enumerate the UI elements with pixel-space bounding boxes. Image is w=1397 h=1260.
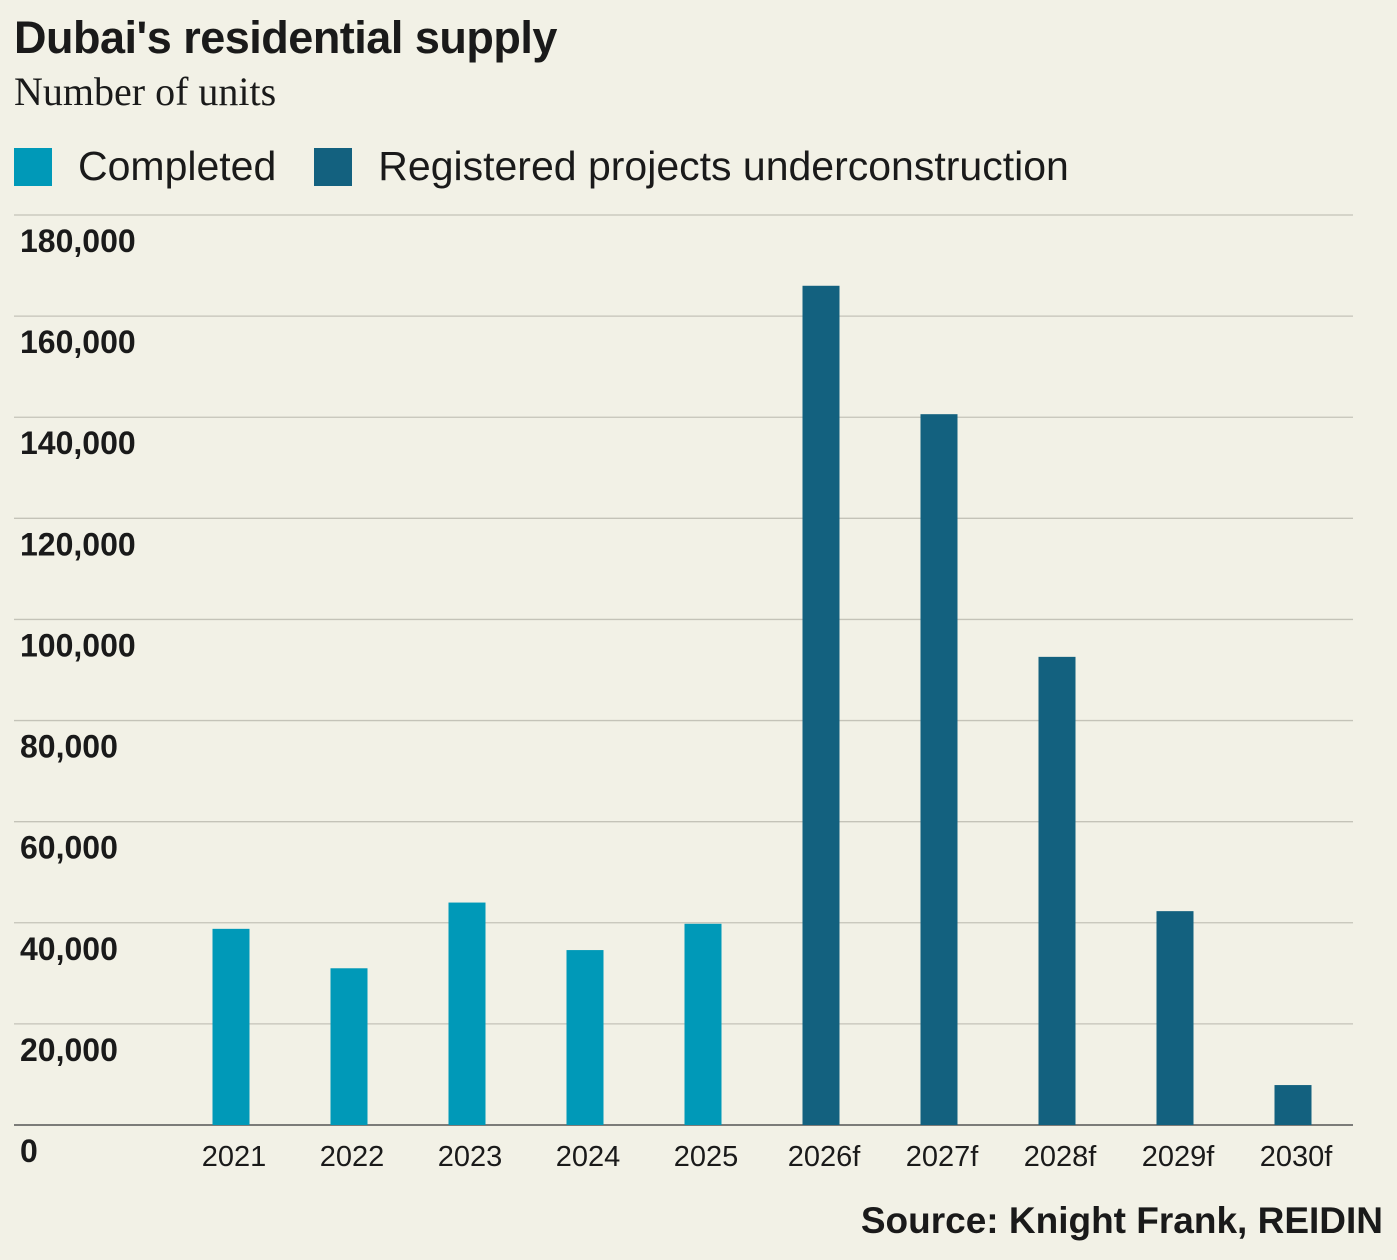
x-tick-label: 2022 bbox=[320, 1141, 385, 1173]
legend-swatch-under-construction bbox=[314, 147, 353, 186]
x-tick-label: 2029f bbox=[1142, 1141, 1216, 1173]
y-tick-label: 140,000 bbox=[20, 425, 136, 461]
legend-item-completed: Completed bbox=[14, 143, 276, 190]
bar-2024 bbox=[566, 950, 604, 1125]
y-tick-label: 60,000 bbox=[20, 830, 118, 866]
x-tick-label: 2027f bbox=[906, 1141, 980, 1173]
legend-item-under-construction: Registered projects underconstruction bbox=[314, 143, 1069, 190]
y-tick-label: 100,000 bbox=[20, 627, 136, 663]
x-tick-label: 2023 bbox=[438, 1141, 503, 1173]
legend-label-completed: Completed bbox=[78, 143, 277, 189]
x-tick-label: 2025 bbox=[674, 1141, 739, 1173]
legend-label-under-construction: Registered projects underconstruction bbox=[378, 143, 1069, 189]
y-tick-label: 160,000 bbox=[20, 324, 136, 360]
legend: Completed Registered projects underconst… bbox=[14, 143, 1107, 190]
y-tick-label: 40,000 bbox=[20, 931, 118, 967]
bar-2023 bbox=[448, 902, 486, 1125]
x-tick-label: 2021 bbox=[202, 1141, 267, 1173]
x-tick-label: 2030f bbox=[1260, 1141, 1334, 1173]
bar-2027f bbox=[920, 414, 958, 1125]
bar-2025 bbox=[684, 923, 722, 1125]
y-tick-label: 80,000 bbox=[20, 729, 118, 765]
legend-swatch-completed bbox=[14, 147, 52, 186]
bar-2021 bbox=[212, 928, 250, 1125]
chart-title: Dubai's residential supply bbox=[14, 12, 557, 63]
bar-2029f bbox=[1156, 911, 1194, 1125]
y-tick-label: 180,000 bbox=[20, 223, 136, 259]
bar-2028f bbox=[1038, 656, 1076, 1125]
x-tick-label: 2024 bbox=[556, 1141, 621, 1173]
x-tick-label: 2026f bbox=[788, 1141, 862, 1173]
x-tick-label: 2028f bbox=[1024, 1141, 1098, 1173]
y-tick-label: 120,000 bbox=[20, 526, 136, 562]
chart-subtitle: Number of units bbox=[14, 69, 277, 114]
bar-2030f bbox=[1274, 1085, 1312, 1125]
source-note: Source: Knight Frank, REIDIN bbox=[860, 1200, 1383, 1241]
y-tick-label: 20,000 bbox=[20, 1032, 118, 1068]
y-tick-label: 0 bbox=[20, 1133, 38, 1169]
bar-2026f bbox=[802, 285, 840, 1125]
bar-2022 bbox=[330, 968, 368, 1125]
